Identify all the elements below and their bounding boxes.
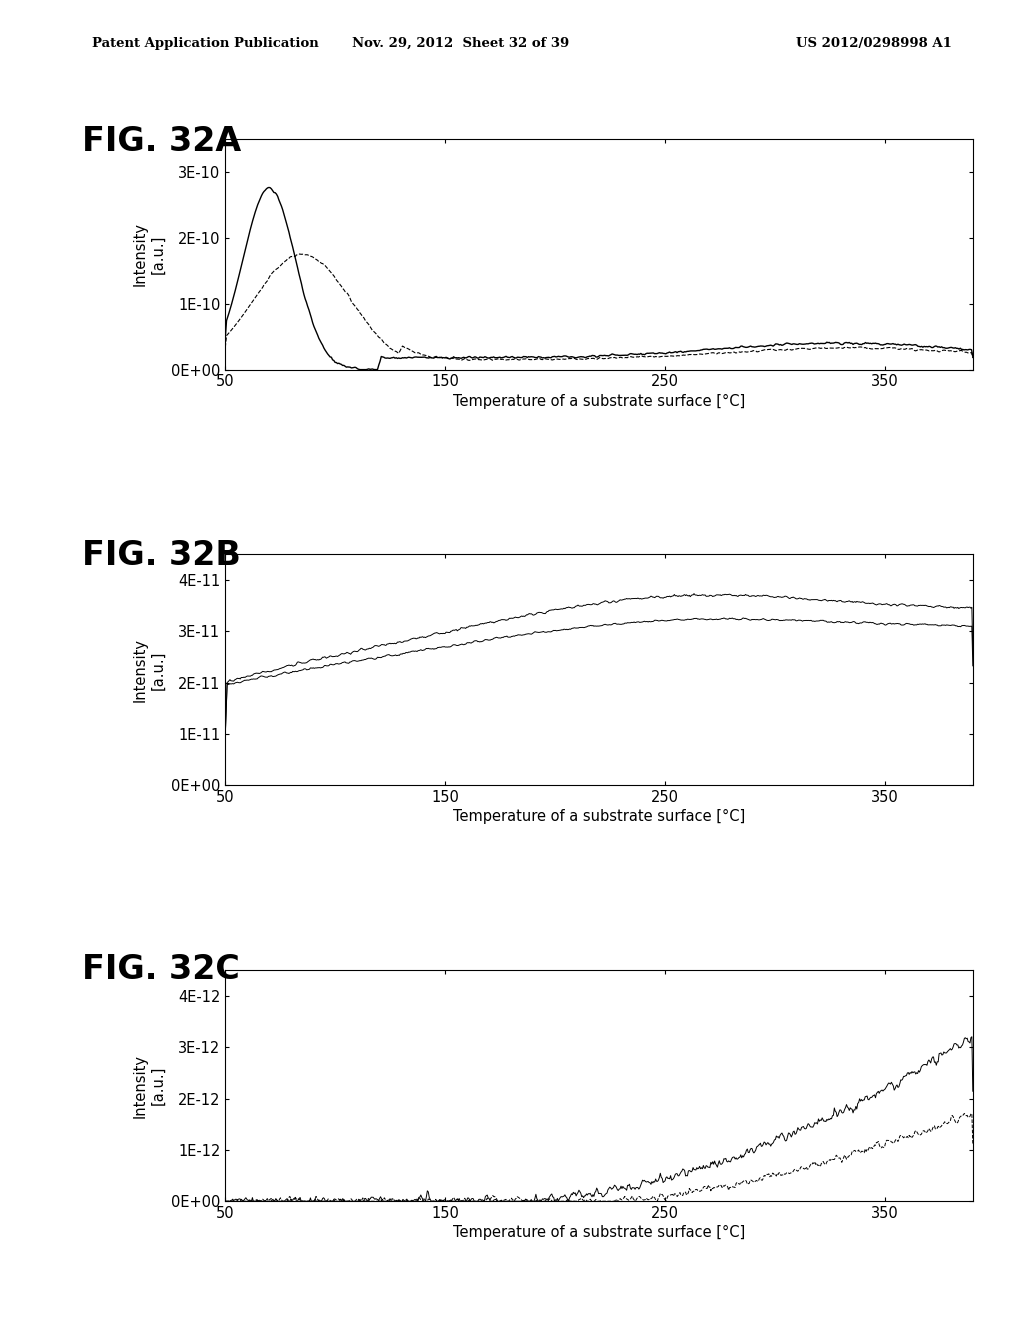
Text: FIG. 32C: FIG. 32C [82, 953, 240, 986]
X-axis label: Temperature of a substrate surface [°C]: Temperature of a substrate surface [°C] [453, 1225, 745, 1241]
Y-axis label: Intensity
[a.u.]: Intensity [a.u.] [133, 1053, 166, 1118]
Text: US 2012/0298998 A1: US 2012/0298998 A1 [797, 37, 952, 50]
Text: FIG. 32A: FIG. 32A [82, 125, 242, 158]
Y-axis label: Intensity
[a.u.]: Intensity [a.u.] [133, 222, 166, 286]
X-axis label: Temperature of a substrate surface [°C]: Temperature of a substrate surface [°C] [453, 393, 745, 409]
Text: Nov. 29, 2012  Sheet 32 of 39: Nov. 29, 2012 Sheet 32 of 39 [352, 37, 569, 50]
Text: FIG. 32B: FIG. 32B [82, 539, 241, 572]
Text: Patent Application Publication: Patent Application Publication [92, 37, 318, 50]
X-axis label: Temperature of a substrate surface [°C]: Temperature of a substrate surface [°C] [453, 809, 745, 825]
Y-axis label: Intensity
[a.u.]: Intensity [a.u.] [133, 638, 166, 702]
